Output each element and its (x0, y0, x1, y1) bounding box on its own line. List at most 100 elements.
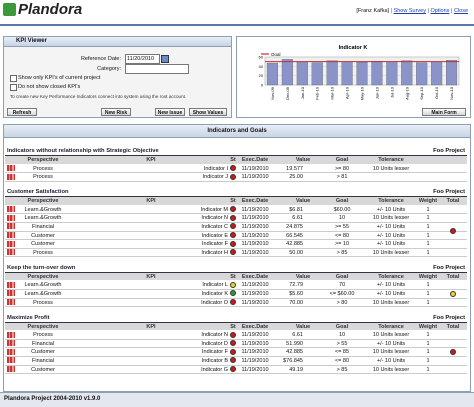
button[interactable]: New Issue (155, 108, 185, 116)
separator: | (425, 8, 431, 14)
x-tick-label: Jul-10 (389, 86, 394, 98)
cell: 11/19/2010 (241, 340, 269, 347)
cell: +/- 10 Units (376, 340, 406, 347)
cell: <= 80 (334, 357, 350, 364)
cell: 11/19/2010 (241, 290, 269, 297)
chart-icon[interactable] (7, 299, 15, 305)
cell: Indicator F (202, 349, 228, 356)
footer: Plandora Project 2004-2010 v1.9.0 (4, 396, 101, 402)
chart-icon[interactable] (7, 214, 15, 221)
bar (311, 62, 323, 86)
group-project: Foo Project (433, 148, 465, 154)
chart-icon[interactable] (7, 348, 15, 355)
row-rule (5, 297, 467, 298)
header-row (5, 272, 467, 281)
chart-icon[interactable] (7, 223, 15, 230)
column-header: Tolerance (378, 323, 404, 330)
chart-icon[interactable] (7, 249, 15, 256)
x-tick-label: Aug-10 (404, 86, 409, 100)
column-header: Goal (335, 198, 349, 205)
total-dot (450, 290, 456, 297)
y-tick-label: 40 (259, 64, 264, 69)
field-label: Reference Date: (80, 56, 121, 62)
cell: Indicator N (201, 332, 228, 339)
header-row (5, 156, 467, 164)
cell: Indicator I (203, 165, 228, 172)
date-input[interactable]: 11/20/2010 (125, 54, 160, 64)
cell: +/- 10 Units (376, 357, 406, 364)
status-dot (230, 232, 236, 238)
column-header: Perspective (27, 273, 59, 280)
status-dot (230, 366, 236, 372)
chart-icon[interactable] (7, 240, 15, 247)
cell: 11/19/2010 (241, 174, 269, 181)
calendar-icon[interactable] (161, 55, 169, 63)
cell: 1 (426, 290, 430, 297)
row-rule (5, 239, 467, 240)
cell: Indicator C (201, 223, 228, 230)
row-rule (5, 221, 467, 223)
chart-icon[interactable] (7, 206, 15, 213)
column-header: Value (295, 273, 311, 280)
chart-icon[interactable] (7, 366, 15, 372)
button[interactable]: Show Values (189, 108, 227, 116)
cell: > 85 (336, 249, 348, 256)
cell: 1 (426, 223, 430, 230)
cell: 49.19 (289, 366, 303, 373)
header-row (5, 197, 467, 205)
cell: $5.60 (289, 290, 303, 297)
button[interactable]: Main Form (422, 108, 466, 116)
checkbox-label: Do not show closed KPI's (18, 84, 81, 90)
cell: Indicator O (201, 299, 228, 306)
cell: Financial (31, 340, 54, 347)
cell: +/- 10 Units (376, 223, 406, 230)
footer-bar (0, 392, 474, 407)
bar (266, 62, 278, 86)
cell: 6.61 (292, 332, 303, 339)
group-project: Foo Project (433, 314, 465, 321)
cell: $76.845 (283, 357, 303, 364)
x-tick-label: Jun-10 (374, 86, 379, 99)
chart-icon[interactable] (7, 357, 15, 364)
column-header: St (230, 157, 236, 163)
cell: 11/19/2010 (241, 357, 269, 364)
chart-icon[interactable] (7, 290, 15, 297)
cell: +/- 10 Units (376, 206, 406, 213)
cell: Learn.&Growth (24, 282, 62, 289)
top-link[interactable]: Close (453, 8, 468, 14)
column-header: KPI (146, 157, 156, 163)
cell: Indicator G (201, 366, 228, 373)
checkbox[interactable] (10, 75, 17, 82)
row-rule (5, 230, 467, 231)
top-link[interactable]: Show Survey (393, 8, 426, 14)
status-dot (230, 249, 236, 256)
chart-icon[interactable] (7, 340, 15, 347)
group-rule (5, 321, 467, 323)
chart-icon[interactable] (7, 165, 15, 171)
row-rule (5, 288, 467, 290)
chart-icon[interactable] (7, 281, 15, 288)
column-header: Tolerance (378, 273, 404, 280)
chart-icon[interactable] (7, 232, 15, 238)
chart-icon[interactable] (7, 173, 15, 180)
button[interactable]: New Risk (101, 108, 131, 116)
top-link[interactable]: Options (430, 8, 450, 14)
button[interactable]: Refresh (7, 108, 37, 116)
cell: 1 (426, 232, 430, 239)
separator: | (389, 8, 394, 14)
group-title: Indicators without relationship with Str… (7, 148, 159, 154)
cell: Learn.&Growth (24, 206, 62, 213)
cell: 10 Units lesser (372, 215, 410, 222)
cell: >= 55 (334, 223, 350, 230)
cell: 11/19/2010 (241, 366, 269, 373)
bar (401, 60, 413, 86)
cell: 66.545 (286, 232, 303, 239)
bar (371, 61, 383, 86)
category-select[interactable] (125, 64, 189, 74)
chart-icon[interactable] (7, 331, 15, 338)
cell: Indicator M (200, 206, 228, 213)
row-rule (5, 172, 467, 173)
row-rule (5, 338, 467, 340)
column-header: Value (295, 198, 311, 205)
checkbox[interactable] (10, 84, 17, 91)
